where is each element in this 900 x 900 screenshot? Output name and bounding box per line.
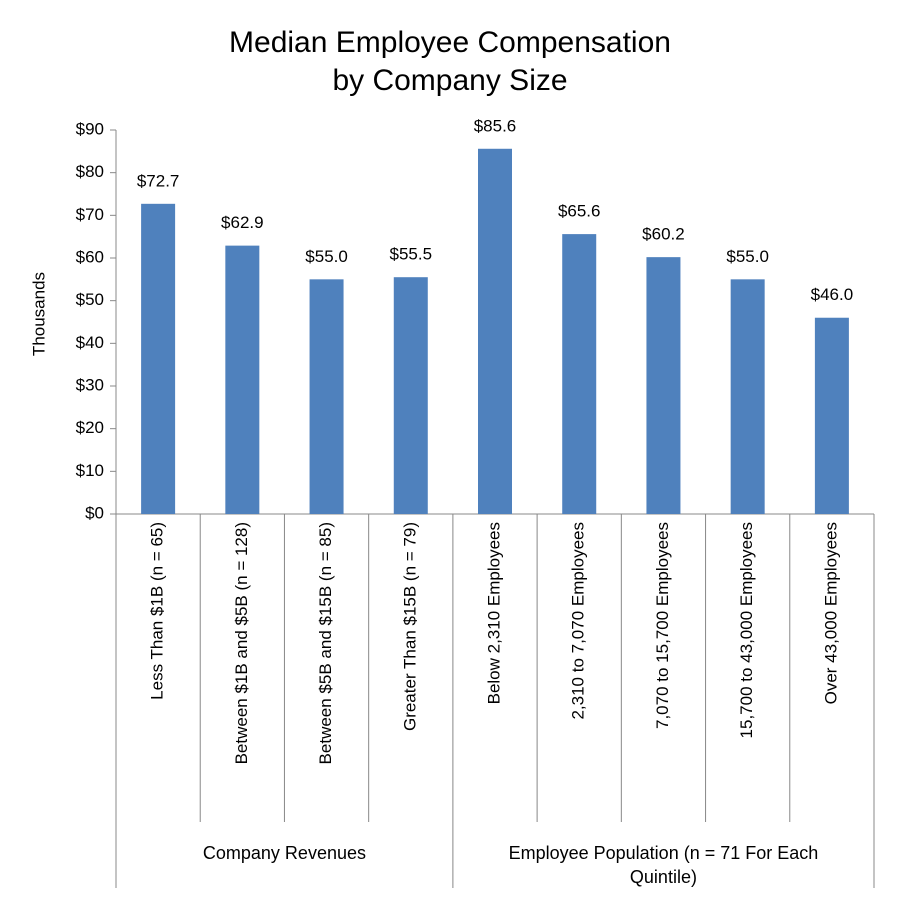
group-label: Company Revenues — [202, 843, 366, 863]
y-tick-label: $90 — [76, 119, 104, 138]
x-tick-label: 15,700 to 43,000 Employees — [737, 522, 756, 738]
y-tick-label: $60 — [76, 247, 104, 266]
y-tick-label: $50 — [76, 290, 104, 309]
x-tick-label: 7,070 to 15,700 Employees — [653, 522, 672, 729]
x-tick-label: Over 43,000 Employees — [821, 522, 840, 704]
data-label: $65.6 — [558, 202, 601, 221]
bar — [646, 257, 681, 514]
data-label: $60.2 — [642, 225, 685, 244]
data-label: $85.6 — [474, 116, 517, 135]
x-tick-label: Less Than $1B (n = 65) — [148, 522, 167, 700]
data-label: $46.0 — [811, 285, 854, 304]
bar — [730, 279, 765, 514]
data-label: $55.0 — [305, 247, 348, 266]
bar — [562, 234, 597, 514]
data-label: $55.0 — [726, 247, 769, 266]
group-label: Employee Population (n = 71 For Each Qui… — [508, 843, 819, 887]
x-tick-label: Between $5B and $15B (n = 85) — [316, 522, 335, 764]
chart-title: by Company Size — [332, 64, 567, 97]
y-tick-label: $30 — [76, 375, 104, 394]
y-tick-label: $20 — [76, 418, 104, 437]
x-tick-label: Greater Than $15B (n = 79) — [400, 522, 419, 731]
bar — [225, 245, 260, 515]
y-tick-label: $10 — [76, 461, 104, 480]
y-tick-label: $0 — [85, 503, 104, 522]
bar — [309, 279, 344, 514]
bar — [141, 203, 176, 514]
data-label: $55.5 — [390, 245, 433, 264]
x-tick-label: Between $1B and $5B (n = 128) — [232, 522, 251, 764]
bar — [478, 148, 512, 515]
y-tick-label: $40 — [76, 333, 104, 352]
chart-title: Median Employee Compensation — [229, 26, 671, 59]
bar — [393, 277, 428, 514]
y-tick-label: $70 — [76, 205, 104, 224]
x-tick-label: 2,310 to 7,070 Employees — [569, 522, 588, 720]
x-tick-label: Below 2,310 Employees — [484, 522, 503, 704]
data-label: $62.9 — [221, 213, 264, 232]
data-label: $72.7 — [137, 171, 180, 190]
bar — [814, 317, 849, 514]
y-tick-label: $80 — [76, 162, 104, 181]
y-axis-label: Thousands — [29, 272, 48, 356]
